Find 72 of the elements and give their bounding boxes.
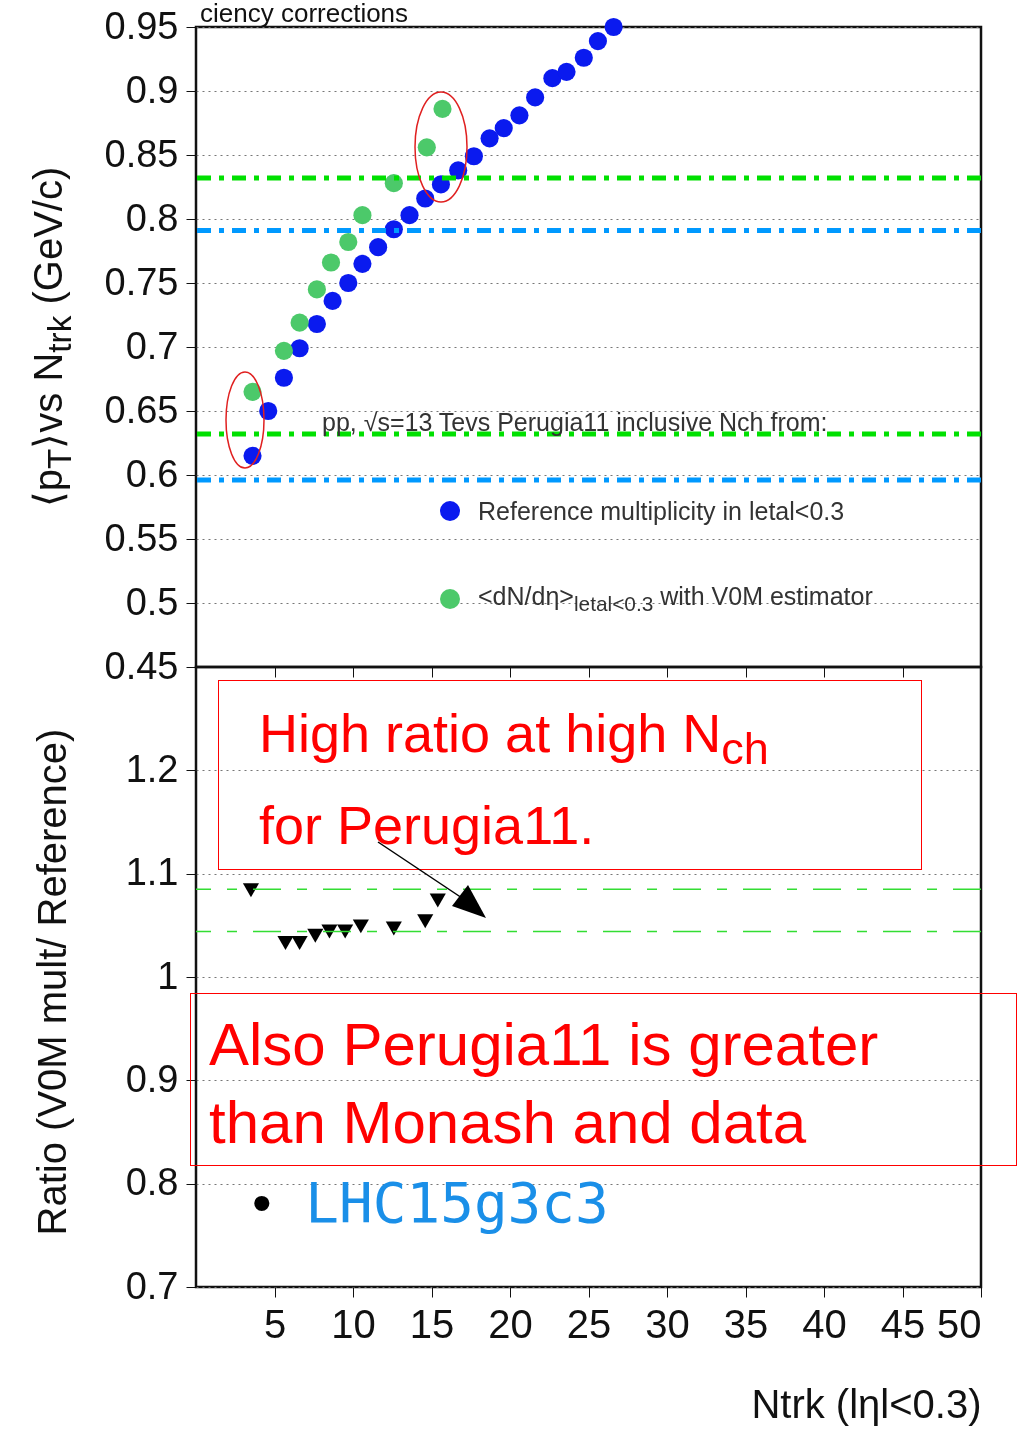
x-tick-label: 50 <box>937 1301 982 1346</box>
point <box>604 17 623 37</box>
point <box>352 919 369 934</box>
x-tick-label: 10 <box>331 1301 376 1346</box>
point <box>243 382 262 401</box>
x-tick-label: 20 <box>488 1301 533 1346</box>
point <box>321 253 341 272</box>
y-tick-label: 0.75 <box>104 260 179 303</box>
legend-label: Reference multiplicity in letal<0.3 <box>478 496 845 526</box>
point <box>339 232 358 252</box>
point <box>290 339 309 358</box>
x-tick-label: 25 <box>566 1301 612 1346</box>
annotation: Also Perugia11 is greater than Monash and data <box>190 993 1017 1166</box>
y-tick-label: 0.7 <box>125 1264 179 1307</box>
point <box>369 238 388 257</box>
text: High ratio at high N$_{ch}$ for Perugia11. <box>259 703 769 855</box>
point <box>464 147 483 166</box>
point <box>400 206 419 225</box>
y-tick-label: 0.55 <box>104 516 179 559</box>
point <box>307 928 324 943</box>
x-tick-label: 15 <box>409 1301 455 1346</box>
point <box>274 341 293 360</box>
y-tick-label: 0.6 <box>125 452 179 495</box>
x-tick-label: 40 <box>802 1301 847 1346</box>
legend-title: pp, √s=13 Tevs Perugia11 inclusive Nch from: <box>322 408 829 437</box>
point <box>307 280 326 299</box>
y-tick-label: 1 <box>157 954 179 997</box>
y-tick-label: 0.65 <box>104 388 179 431</box>
y-tick-label: 0.45 <box>104 644 179 687</box>
point <box>543 69 562 88</box>
y-tick-label: 1.1 <box>125 851 179 894</box>
point <box>277 935 294 950</box>
point <box>417 914 434 929</box>
point <box>307 314 326 334</box>
point <box>494 119 513 138</box>
point <box>353 254 372 273</box>
legend-label: <dN/dη>$_{letal<0.3}$ with V0M estimator <box>478 582 873 616</box>
point <box>588 32 607 51</box>
point <box>274 368 293 387</box>
point <box>242 883 260 898</box>
annotation: ciency corrections <box>200 0 409 29</box>
point <box>429 893 446 908</box>
x-tick-label: 5 <box>263 1301 287 1346</box>
point <box>480 129 499 148</box>
y-tick-label: 1.2 <box>125 747 179 790</box>
x-axis-title: Ntrk (lηl<0.3) <box>751 1381 982 1426</box>
annotation: • LHC15g3c3 <box>252 1170 609 1235</box>
point <box>557 62 576 81</box>
x-tick-label: 45 <box>880 1301 926 1346</box>
point <box>353 206 372 225</box>
y-axis-title: Ratio (V0M mult/ Reference) <box>29 728 75 1236</box>
y-tick-label: 0.85 <box>104 132 179 175</box>
point <box>433 99 452 118</box>
y-tick-label: 0.8 <box>125 196 179 239</box>
y-tick-label: 0.5 <box>125 580 179 623</box>
point <box>574 48 593 67</box>
point <box>339 273 358 293</box>
y-tick-label: 0.95 <box>104 4 179 47</box>
point <box>323 291 342 310</box>
point <box>290 313 309 332</box>
y-tick-label: 0.8 <box>125 1161 179 1204</box>
point <box>510 106 529 125</box>
point <box>526 88 545 107</box>
y-tick-label: 0.7 <box>125 324 179 367</box>
x-tick-label: 35 <box>723 1301 769 1346</box>
point <box>259 401 278 421</box>
y-tick-label: 0.9 <box>125 1057 179 1100</box>
y-tick-label: 0.9 <box>125 68 179 111</box>
point <box>417 138 436 157</box>
x-tick-label: 30 <box>645 1301 690 1346</box>
point <box>291 935 308 950</box>
point <box>385 921 402 936</box>
